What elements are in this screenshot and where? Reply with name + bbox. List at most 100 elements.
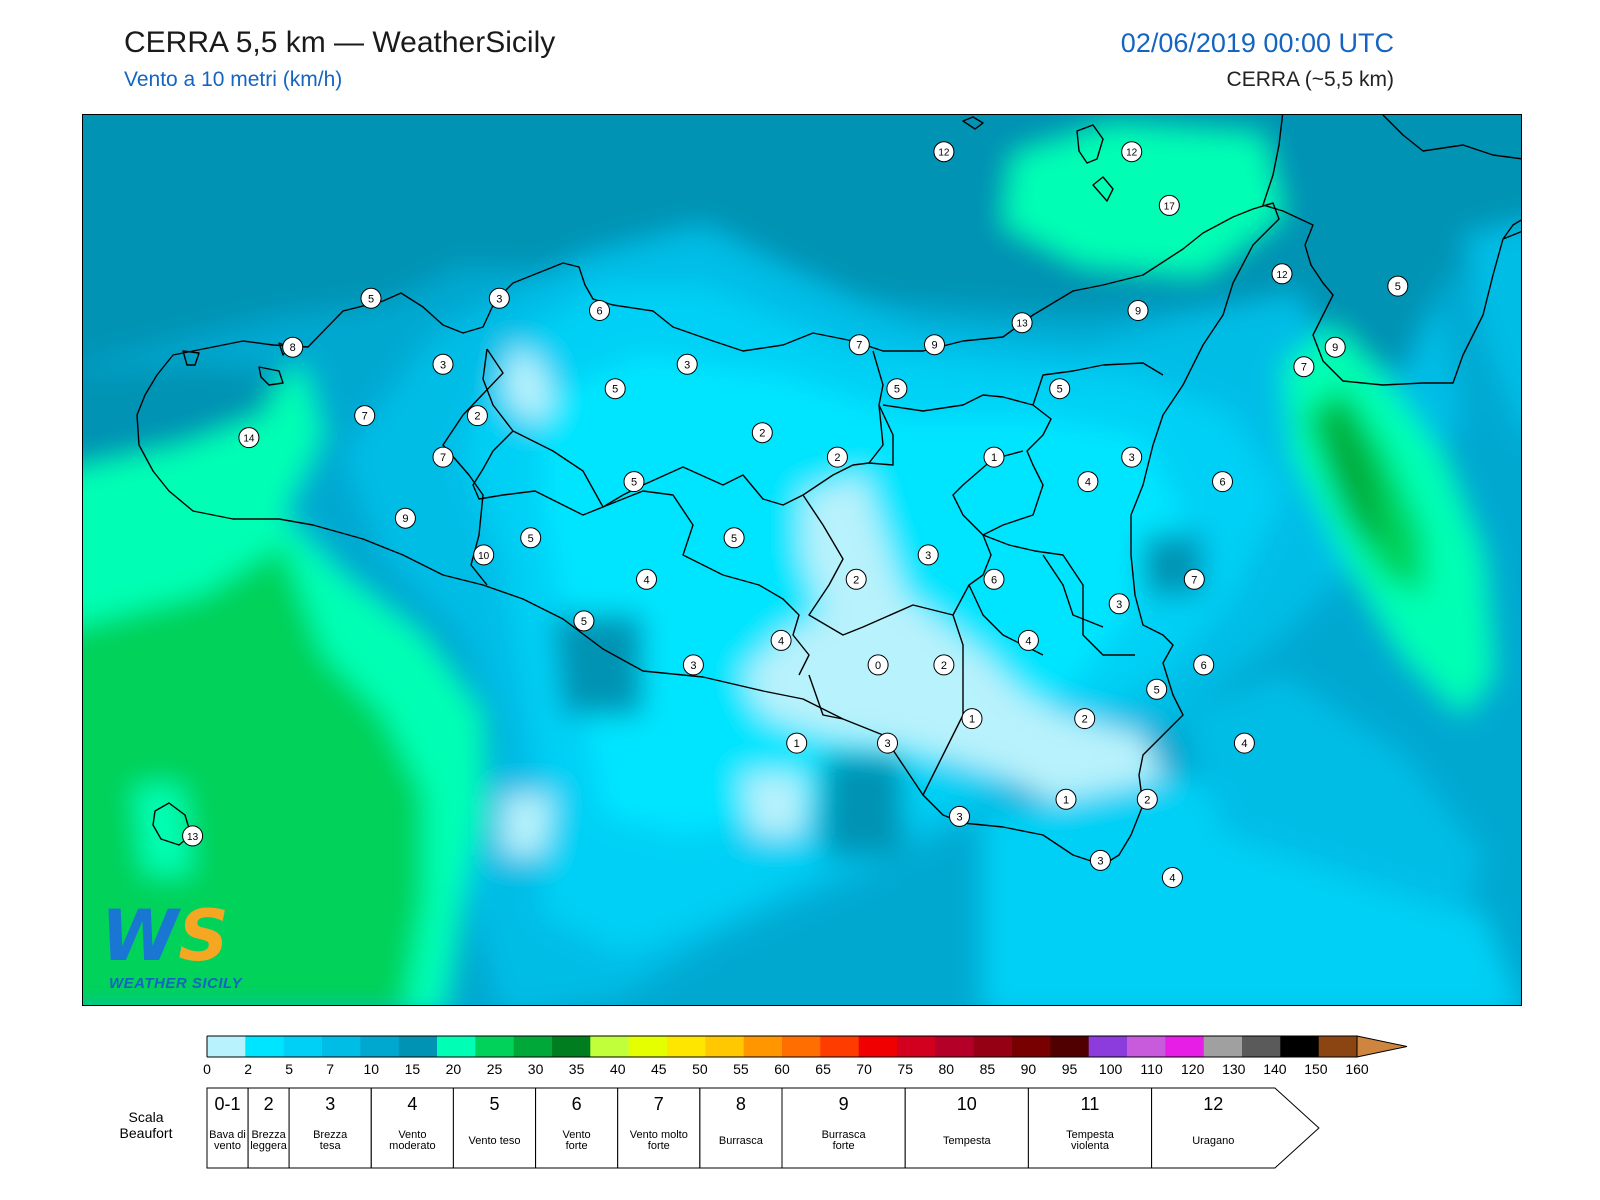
beaufort-name: Bava di bbox=[209, 1129, 246, 1141]
colorbar-swatch bbox=[322, 1036, 361, 1057]
station-value: 3 bbox=[884, 738, 890, 750]
station-value: 2 bbox=[941, 660, 947, 672]
colorbar-swatch bbox=[743, 1036, 783, 1057]
colorbar-tick-label: 110 bbox=[1140, 1061, 1163, 1077]
colorbar-tick-label: 85 bbox=[980, 1061, 996, 1077]
colorbar-swatch bbox=[667, 1036, 706, 1057]
station-value: 2 bbox=[834, 452, 840, 464]
station-circle bbox=[886, 378, 908, 400]
station-marker: 4 bbox=[1017, 629, 1039, 651]
station-marker: 8 bbox=[282, 336, 304, 358]
valid-datetime: 02/06/2019 00:00 UTC bbox=[1120, 28, 1394, 58]
station-marker: 9 bbox=[394, 507, 416, 529]
station-circle bbox=[917, 544, 939, 566]
station-marker: 4 bbox=[636, 568, 657, 590]
station-marker: 10 bbox=[473, 544, 495, 566]
station-circle bbox=[1127, 300, 1149, 321]
station-marker: 5 bbox=[360, 287, 382, 309]
station-marker: 2 bbox=[933, 654, 955, 676]
station-circle bbox=[1193, 654, 1215, 676]
station-circle bbox=[1293, 356, 1315, 378]
station-circle bbox=[432, 446, 454, 468]
station-circle bbox=[182, 825, 204, 847]
station-marker: 3 bbox=[432, 353, 454, 375]
station-circle bbox=[1146, 678, 1168, 700]
colorbar-tick-label: 0 bbox=[203, 1061, 211, 1077]
beaufort-number: 5 bbox=[489, 1094, 499, 1114]
station-marker: 5 bbox=[623, 471, 645, 493]
station-circle bbox=[623, 471, 645, 493]
station-value: 6 bbox=[1219, 477, 1225, 489]
beaufort-name: Vento bbox=[398, 1129, 426, 1141]
station-value: 5 bbox=[1057, 384, 1063, 396]
map-title: CERRA 5,5 km — WeatherSicily bbox=[124, 26, 556, 59]
station-circle bbox=[933, 654, 955, 676]
station-value: 3 bbox=[440, 359, 446, 371]
station-value: 3 bbox=[1097, 855, 1103, 867]
station-value: 5 bbox=[581, 616, 587, 628]
beaufort-number: 10 bbox=[957, 1094, 977, 1114]
colorbar-tick-label: 50 bbox=[692, 1061, 708, 1077]
station-marker: 9 bbox=[924, 334, 945, 356]
station-value: 9 bbox=[1332, 342, 1338, 354]
station-value: 4 bbox=[1085, 477, 1091, 489]
colorbar-tick-label: 2 bbox=[244, 1061, 252, 1077]
station-marker: 7 bbox=[354, 405, 376, 427]
station-circle bbox=[1183, 568, 1205, 590]
model-label: CERRA (~5,5 km) bbox=[1226, 68, 1394, 91]
station-value: 7 bbox=[1191, 574, 1197, 586]
station-value: 5 bbox=[731, 533, 737, 545]
beaufort-cell-box bbox=[1151, 1087, 1320, 1169]
station-value: 9 bbox=[402, 513, 408, 525]
station-circle bbox=[1055, 788, 1077, 810]
station-circle bbox=[786, 732, 808, 754]
station-value: 13 bbox=[187, 832, 199, 843]
beaufort-cell-box bbox=[288, 1087, 372, 1169]
colorbar-swatch bbox=[782, 1036, 821, 1057]
colorbar-swatch bbox=[628, 1036, 668, 1057]
beaufort-name: Vento bbox=[563, 1129, 591, 1141]
colorbar-swatch bbox=[1242, 1036, 1281, 1057]
beaufort-name: forte bbox=[833, 1140, 855, 1152]
station-value: 5 bbox=[612, 384, 618, 396]
beaufort-name: Burrasca bbox=[822, 1129, 867, 1141]
station-marker: 2 bbox=[826, 446, 848, 468]
station-value: 7 bbox=[856, 340, 862, 352]
colorbar-tick-label: 15 bbox=[405, 1061, 421, 1077]
station-circle bbox=[826, 446, 848, 468]
station-marker: 2 bbox=[1136, 788, 1158, 810]
colorbar-tick-label: 160 bbox=[1345, 1061, 1369, 1077]
station-marker: 12 bbox=[933, 141, 955, 163]
station-marker: 1 bbox=[961, 708, 983, 730]
beaufort-cell-box bbox=[206, 1087, 249, 1169]
beaufort-name: vento bbox=[214, 1140, 241, 1152]
station-circle bbox=[1324, 336, 1346, 358]
colorbar-swatch bbox=[1127, 1036, 1166, 1057]
station-value: 3 bbox=[690, 660, 696, 672]
station-circle bbox=[1011, 312, 1033, 334]
station-circle bbox=[636, 568, 657, 590]
beaufort-name: Tempesta bbox=[943, 1135, 992, 1147]
beaufort-label: Beaufort bbox=[120, 1125, 173, 1141]
station-circle bbox=[961, 708, 983, 730]
station-circle bbox=[1017, 629, 1039, 651]
beaufort-name: Brezza bbox=[313, 1129, 348, 1141]
colorbar-swatch bbox=[1088, 1036, 1128, 1057]
beaufort-number: 2 bbox=[264, 1094, 274, 1114]
colorbar-swatch bbox=[590, 1036, 630, 1057]
station-value: 0 bbox=[875, 660, 881, 672]
colorbar-swatch bbox=[1318, 1036, 1358, 1057]
colorbar-swatch bbox=[1203, 1036, 1243, 1057]
colorbar-swatch bbox=[935, 1036, 975, 1057]
station-marker: 7 bbox=[1183, 568, 1205, 590]
wind-map: 12 12 17 12 5 9 13 9 7 5 3 6 8 3 7 9 3 5 2 7 14 5 5 2 2 1 3 7 5 4 6 9 5 5… bbox=[82, 114, 1522, 1006]
station-circle bbox=[1121, 141, 1143, 163]
station-marker: 13 bbox=[182, 825, 204, 847]
station-circle bbox=[466, 405, 488, 427]
station-circle bbox=[1387, 275, 1409, 297]
station-circle bbox=[1158, 194, 1180, 216]
station-circle bbox=[723, 527, 745, 549]
station-value: 3 bbox=[1116, 599, 1122, 611]
station-marker: 6 bbox=[589, 300, 610, 321]
